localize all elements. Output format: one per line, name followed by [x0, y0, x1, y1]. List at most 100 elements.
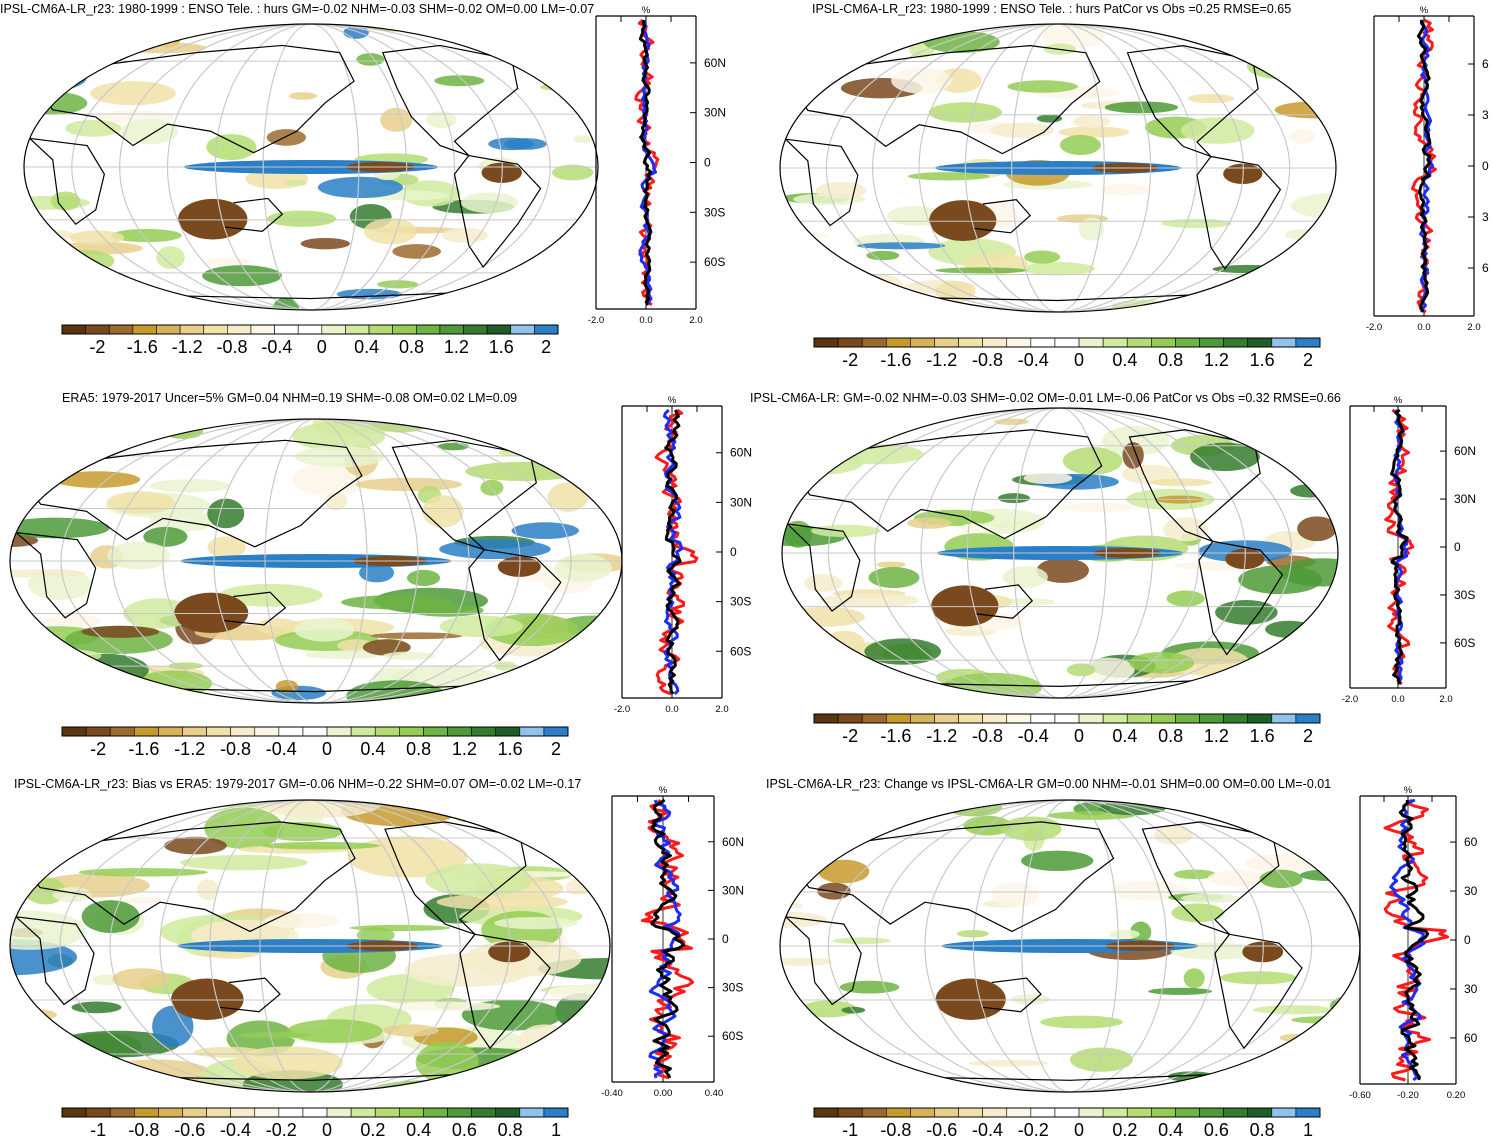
colorbar-swatch	[297, 324, 323, 335]
field-patch	[795, 800, 852, 808]
field-patch	[1108, 929, 1140, 939]
colorbar-label: 0	[322, 739, 332, 759]
x-tick-label: -2.0	[588, 315, 604, 326]
field-patch	[1279, 558, 1338, 587]
map-field	[780, 24, 1336, 312]
field-patch	[782, 449, 864, 475]
field-patch	[1058, 126, 1130, 138]
latitude-tick-label: 0	[722, 932, 729, 946]
colorbar-label: 1.2	[444, 337, 469, 357]
colorbar-label: -1.2	[174, 739, 205, 759]
field-patch	[426, 111, 457, 129]
colorbar-label: -2	[89, 337, 105, 357]
coastline	[974, 199, 1032, 234]
coastline	[24, 439, 363, 548]
field-patch	[256, 800, 382, 818]
colorbar-label: 1	[551, 1120, 561, 1140]
field-patch	[1265, 1064, 1303, 1076]
field-patch	[1122, 442, 1144, 469]
colorbar-swatch	[885, 713, 911, 724]
field-patch	[1024, 250, 1061, 264]
field-patch	[90, 81, 176, 106]
colorbar-swatch	[510, 324, 535, 335]
colorbar-label: -0.8	[220, 739, 251, 759]
colorbar-label: -1	[90, 1120, 106, 1140]
field-patch	[206, 257, 251, 266]
map-border	[781, 407, 1339, 699]
field-patch	[832, 937, 891, 945]
latitude-tick-label: 30S	[704, 205, 725, 219]
colorbar-swatch	[374, 1107, 400, 1118]
latitude-tick-label: 60N	[704, 56, 726, 70]
field-patch	[868, 567, 920, 589]
field-patch	[997, 493, 1030, 504]
colorbar-label: -1.2	[926, 726, 957, 746]
field-patch	[801, 821, 853, 835]
coastline	[982, 977, 1042, 1013]
field-patch	[1010, 994, 1051, 1005]
field-patch	[44, 1065, 112, 1092]
colorbar-swatch	[350, 726, 376, 737]
field-patch	[835, 444, 924, 465]
field-patch	[365, 1080, 487, 1092]
x-tick-label: 0.0	[1417, 322, 1430, 333]
field-patch	[1059, 134, 1101, 156]
latitude-tick-label: 3	[1482, 108, 1489, 122]
field-patch	[116, 42, 207, 54]
colorbar-label: 0.4	[1112, 726, 1137, 746]
field-patch	[1259, 869, 1303, 889]
colorbar-swatch	[203, 324, 228, 335]
colorbar-swatch	[85, 726, 111, 737]
field-patch	[287, 1019, 383, 1043]
latitude-tick-label: 0	[1482, 159, 1489, 173]
latitude-tick-label: 60N	[730, 446, 752, 460]
field-patch	[993, 418, 1029, 425]
coastline	[37, 44, 355, 154]
field-patch	[1129, 651, 1195, 674]
colorbar-swatch	[182, 1107, 207, 1118]
field-patch	[480, 479, 504, 496]
colorbar-swatch	[85, 1107, 111, 1118]
coastlines	[14, 439, 592, 693]
colorbar-label: 1.6	[1250, 350, 1275, 370]
zonal-unit-label: %	[668, 395, 677, 406]
colorbar-label: -0.2	[1018, 1120, 1049, 1140]
colorbar-swatch	[1151, 337, 1176, 348]
colorbar-swatch	[1054, 713, 1080, 724]
colorbar-swatch	[982, 713, 1008, 724]
field-patch	[817, 882, 851, 900]
colorbar-swatch	[534, 324, 559, 335]
colorbar-swatch	[156, 324, 181, 335]
field-patch	[1001, 598, 1056, 606]
x-tick-label: 2.0	[689, 315, 702, 326]
field-patch	[121, 897, 168, 904]
colorbar-swatch	[837, 337, 863, 348]
colorbar-swatch	[345, 324, 370, 335]
colorbar-swatch	[958, 1107, 983, 1118]
zonal-curve-blue	[638, 19, 658, 306]
colorbar-swatch	[1030, 337, 1056, 348]
zonal-curve-black	[1390, 408, 1409, 685]
field-patch	[1161, 218, 1232, 229]
field-patch	[1104, 101, 1179, 114]
colorbar-swatch	[274, 324, 299, 335]
zonal-unit-label: %	[1394, 395, 1403, 406]
land-anomaly	[497, 556, 541, 577]
field-patch	[554, 553, 612, 582]
colorbar-label: -0.8	[128, 1120, 159, 1140]
field-patch	[528, 815, 569, 845]
field-patch	[547, 482, 589, 512]
field-patch	[1148, 987, 1213, 995]
colorbar: -2 -1.6 -1.2 -0.8 -0.4 0 0.4 0.8 1.2 1.6 2	[813, 713, 1321, 746]
colorbar-label: 2	[541, 337, 551, 357]
field-patch	[196, 879, 219, 901]
colorbar-swatch	[1223, 337, 1249, 348]
map-border	[779, 23, 1337, 313]
field-patch	[300, 237, 350, 250]
zonal-curve-red	[654, 408, 699, 696]
coastline	[783, 138, 859, 227]
zonal-mean-plot: % 60N 30N 0 30S 60S -2.0 0.0 2.0	[614, 395, 752, 715]
colorbar-swatch	[230, 726, 256, 737]
field-patch	[1007, 80, 1078, 93]
field-patch	[1193, 24, 1246, 37]
